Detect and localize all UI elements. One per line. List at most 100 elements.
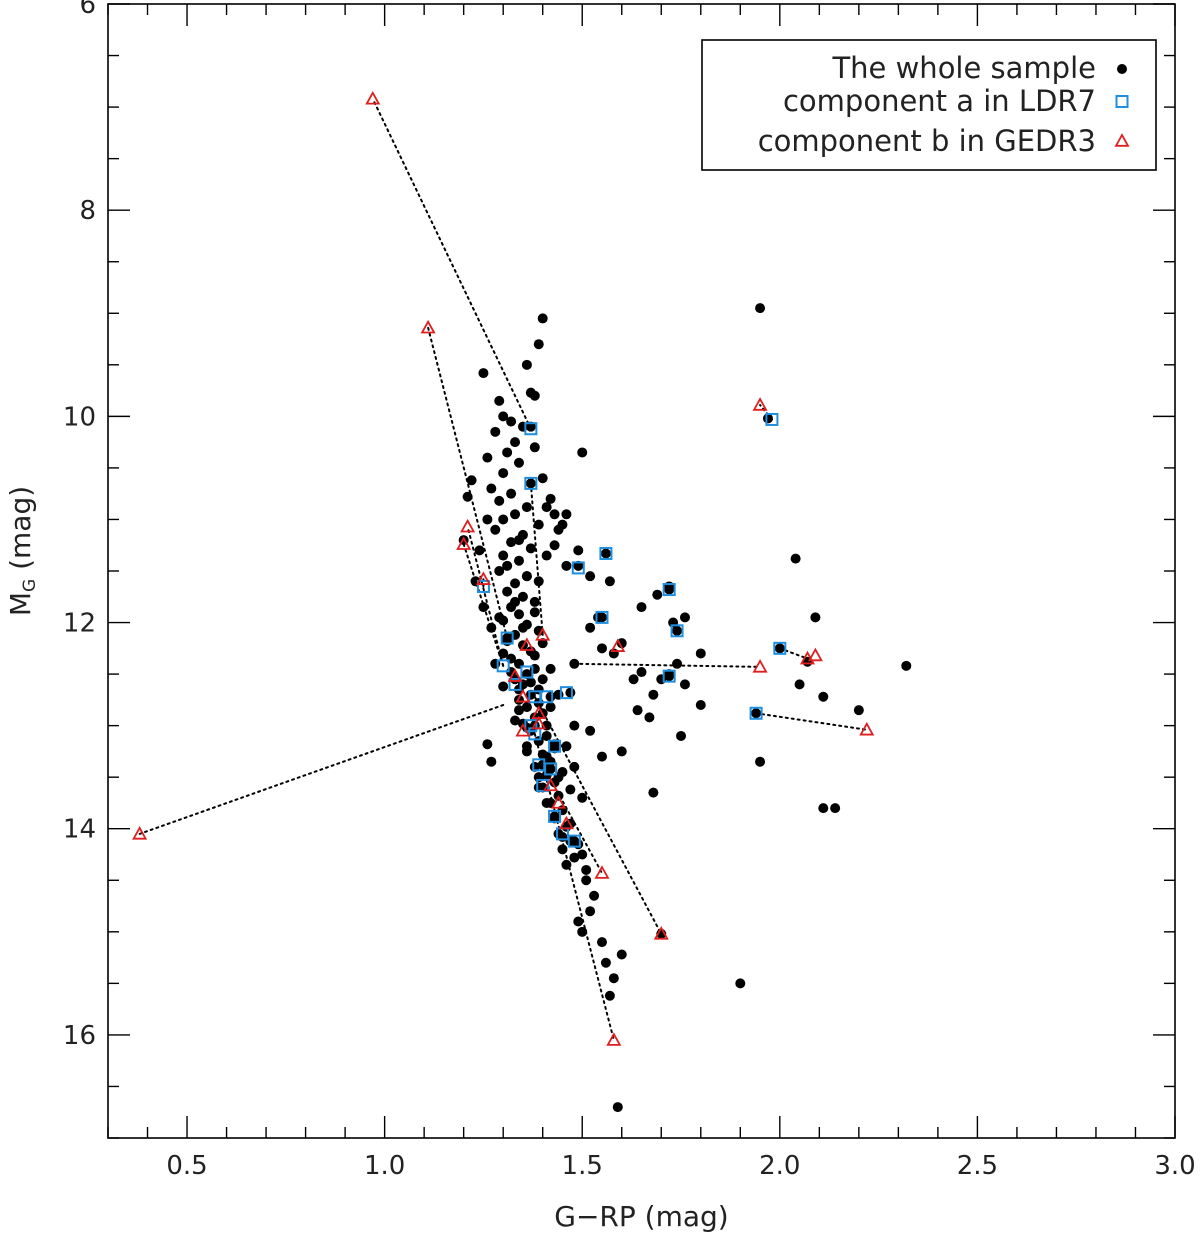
- pair-connector-line: [529, 482, 544, 636]
- sample-point: [502, 560, 513, 571]
- sample-point: [604, 576, 615, 587]
- sample-point: [604, 990, 615, 1001]
- sample-point: [608, 973, 619, 984]
- sample-point: [577, 447, 588, 458]
- y-axis-label-main: M: [4, 592, 37, 616]
- sample-point: [553, 524, 564, 535]
- component-b-point: [752, 659, 768, 673]
- sample-point: [774, 643, 785, 654]
- pair-connector-line: [138, 704, 505, 835]
- sample-point: [695, 700, 706, 711]
- component-b-point: [531, 715, 547, 730]
- sample-point: [510, 715, 521, 726]
- sample-point: [644, 712, 655, 723]
- sample-point: [462, 491, 473, 502]
- sample-point: [672, 658, 683, 669]
- component-b-point: [365, 90, 381, 105]
- sample-point: [494, 566, 505, 576]
- sample-point: [549, 811, 560, 822]
- x-tick-label: 2.0: [759, 1151, 800, 1181]
- sample-point: [510, 578, 521, 589]
- sample-point: [490, 524, 501, 535]
- component-a-point: [508, 677, 522, 691]
- component-b-point: [752, 397, 768, 411]
- x-tick-label: 1.5: [562, 1151, 603, 1181]
- sample-point: [533, 576, 544, 587]
- sample-point: [486, 756, 497, 767]
- sample-point: [664, 671, 675, 682]
- sample-point: [533, 339, 544, 350]
- sample-point: [529, 650, 540, 661]
- component-a-points: [476, 412, 787, 848]
- component-a-point: [749, 706, 763, 720]
- sample-point: [537, 638, 548, 649]
- component-b-point: [456, 536, 472, 550]
- legend-marker-component-b: [1114, 133, 1130, 147]
- sample-point: [901, 660, 912, 671]
- sample-point: [541, 550, 552, 561]
- sample-point: [502, 447, 513, 458]
- sample-point: [581, 875, 592, 886]
- sample-point: [482, 452, 493, 463]
- sample-point: [541, 730, 552, 741]
- sample-point: [510, 509, 521, 520]
- component-b-point: [507, 668, 523, 682]
- component-b-point: [543, 777, 559, 792]
- sample-point: [577, 792, 588, 803]
- component-a-point: [544, 762, 558, 776]
- sample-point: [529, 442, 540, 453]
- sample-point: [600, 548, 611, 559]
- pair-connector-line: [371, 97, 532, 430]
- component-a-point: [599, 546, 613, 560]
- sample-point: [521, 746, 532, 757]
- pair-connector-line: [573, 662, 762, 668]
- sample-point: [521, 359, 532, 370]
- sample-point: [521, 502, 532, 513]
- pair-connector-line: [778, 647, 809, 660]
- sample-point: [525, 677, 536, 688]
- legend-box: [701, 39, 1157, 171]
- sample-point: [557, 844, 568, 855]
- sample-point: [502, 586, 513, 597]
- sample-point: [561, 560, 572, 571]
- sample-point: [541, 502, 552, 513]
- sample-point: [751, 708, 762, 719]
- component-b-point: [460, 518, 476, 533]
- sample-point: [494, 395, 505, 406]
- sample-point: [616, 638, 627, 649]
- sample-point: [545, 763, 556, 774]
- sample-point: [486, 622, 497, 633]
- component-a-point: [670, 624, 684, 638]
- sample-point: [537, 674, 548, 685]
- component-a-point: [520, 665, 534, 679]
- component-a-point: [496, 659, 510, 673]
- sample-point: [510, 596, 521, 607]
- sample-point: [585, 725, 596, 736]
- component-a-point: [773, 641, 787, 655]
- sample-point: [608, 648, 619, 659]
- sample-point: [585, 906, 596, 917]
- sample-point: [569, 720, 580, 731]
- component-a-point: [540, 690, 554, 704]
- sample-point: [506, 416, 517, 427]
- sample-point: [502, 633, 513, 644]
- sample-point: [525, 543, 536, 554]
- sample-point: [565, 784, 576, 795]
- x-tick-label: 2.5: [957, 1151, 998, 1181]
- sample-point: [474, 545, 485, 556]
- sample-point: [525, 387, 536, 398]
- sample-point: [569, 658, 580, 669]
- sample-point: [541, 797, 552, 808]
- legend: The whole sample component a in LDR7 com…: [701, 39, 1157, 171]
- sample-point: [482, 514, 493, 525]
- sample-point: [482, 739, 493, 750]
- sample-point: [664, 584, 675, 595]
- sample-point: [790, 553, 801, 564]
- component-b-point: [594, 865, 610, 879]
- component-a-point: [524, 476, 538, 490]
- pair-connector-line: [755, 712, 868, 731]
- sample-point: [636, 667, 647, 678]
- sample-point: [652, 589, 663, 600]
- component-b-point: [653, 926, 669, 940]
